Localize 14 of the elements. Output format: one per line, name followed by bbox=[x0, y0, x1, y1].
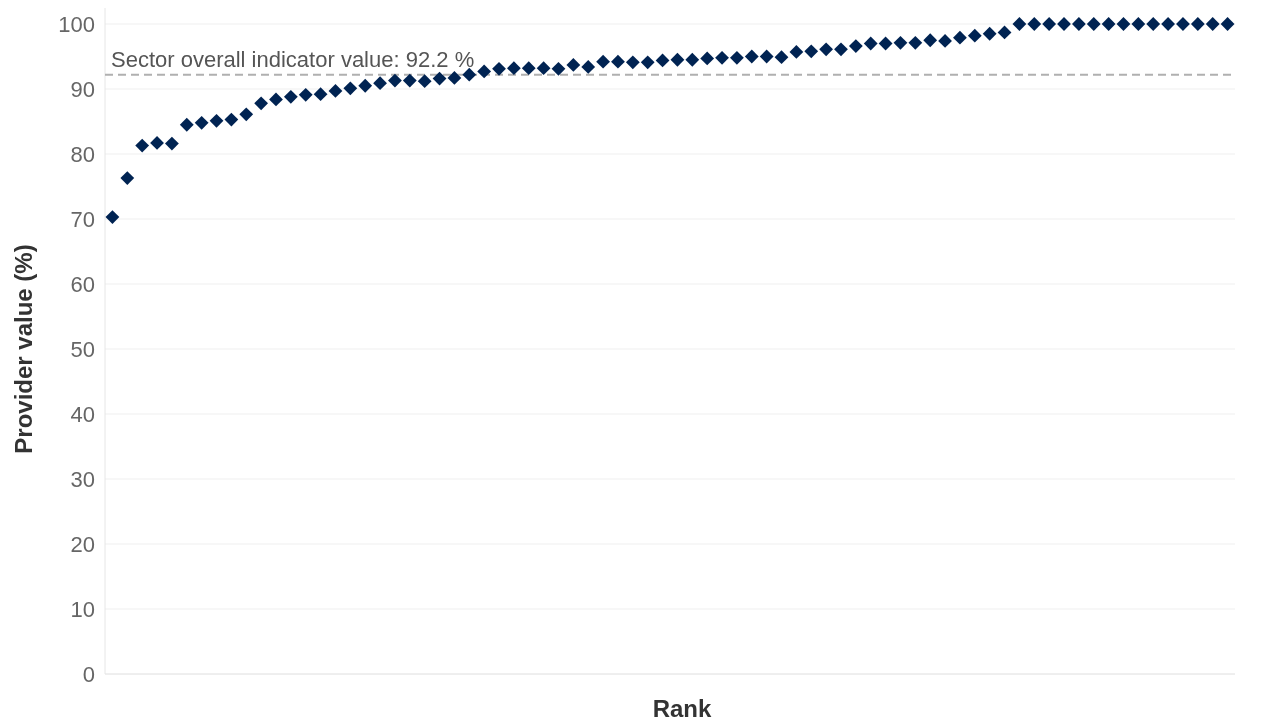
y-tick-label: 10 bbox=[70, 596, 95, 622]
y-tick-label: 80 bbox=[70, 141, 95, 167]
y-tick-label: 70 bbox=[70, 206, 95, 232]
y-tick-label: 0 bbox=[82, 661, 95, 687]
y-tick-label: 60 bbox=[70, 271, 95, 297]
y-tick-label: 40 bbox=[70, 401, 95, 427]
y-tick-label: 90 bbox=[70, 76, 95, 102]
x-axis-title: Rank bbox=[652, 695, 712, 722]
ref-line-label: Sector overall indicator value: 92.2 % bbox=[111, 46, 475, 72]
y-axis-title: Provider value (%) bbox=[10, 244, 37, 454]
y-tick-label: 30 bbox=[70, 466, 95, 492]
y-tick-label: 50 bbox=[70, 336, 95, 362]
y-tick-label: 20 bbox=[70, 531, 95, 557]
y-tick-label: 100 bbox=[58, 11, 95, 37]
